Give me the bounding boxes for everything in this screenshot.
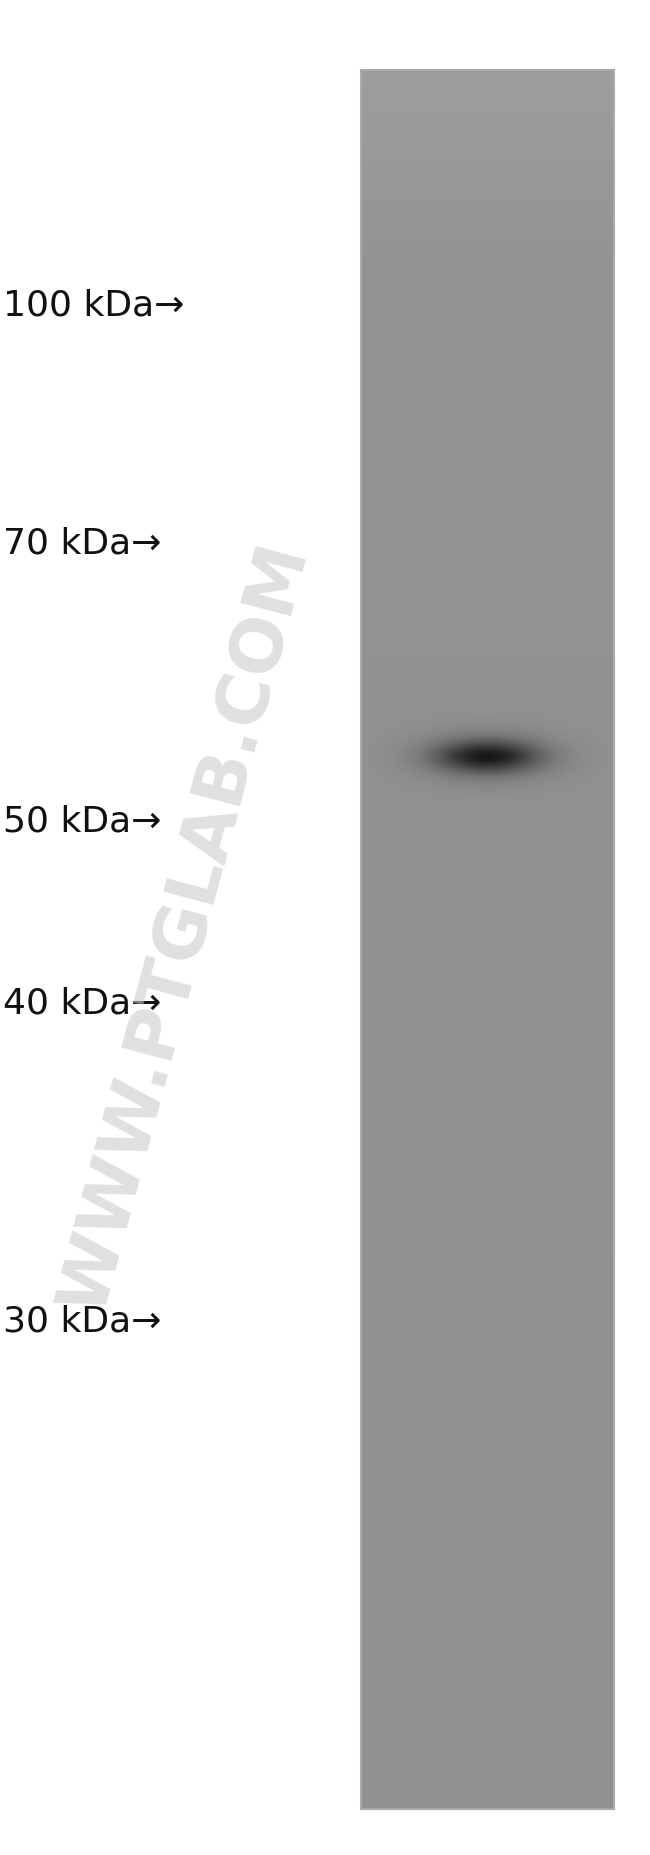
- Text: 100 kDa→: 100 kDa→: [3, 288, 185, 323]
- Text: 50 kDa→: 50 kDa→: [3, 805, 162, 838]
- Text: WWW.PTGLAB.COM: WWW.PTGLAB.COM: [49, 536, 321, 1319]
- Text: 40 kDa→: 40 kDa→: [3, 987, 162, 1020]
- Bar: [361, 70, 614, 1809]
- Text: 30 kDa→: 30 kDa→: [3, 1304, 162, 1339]
- Text: 70 kDa→: 70 kDa→: [3, 527, 162, 560]
